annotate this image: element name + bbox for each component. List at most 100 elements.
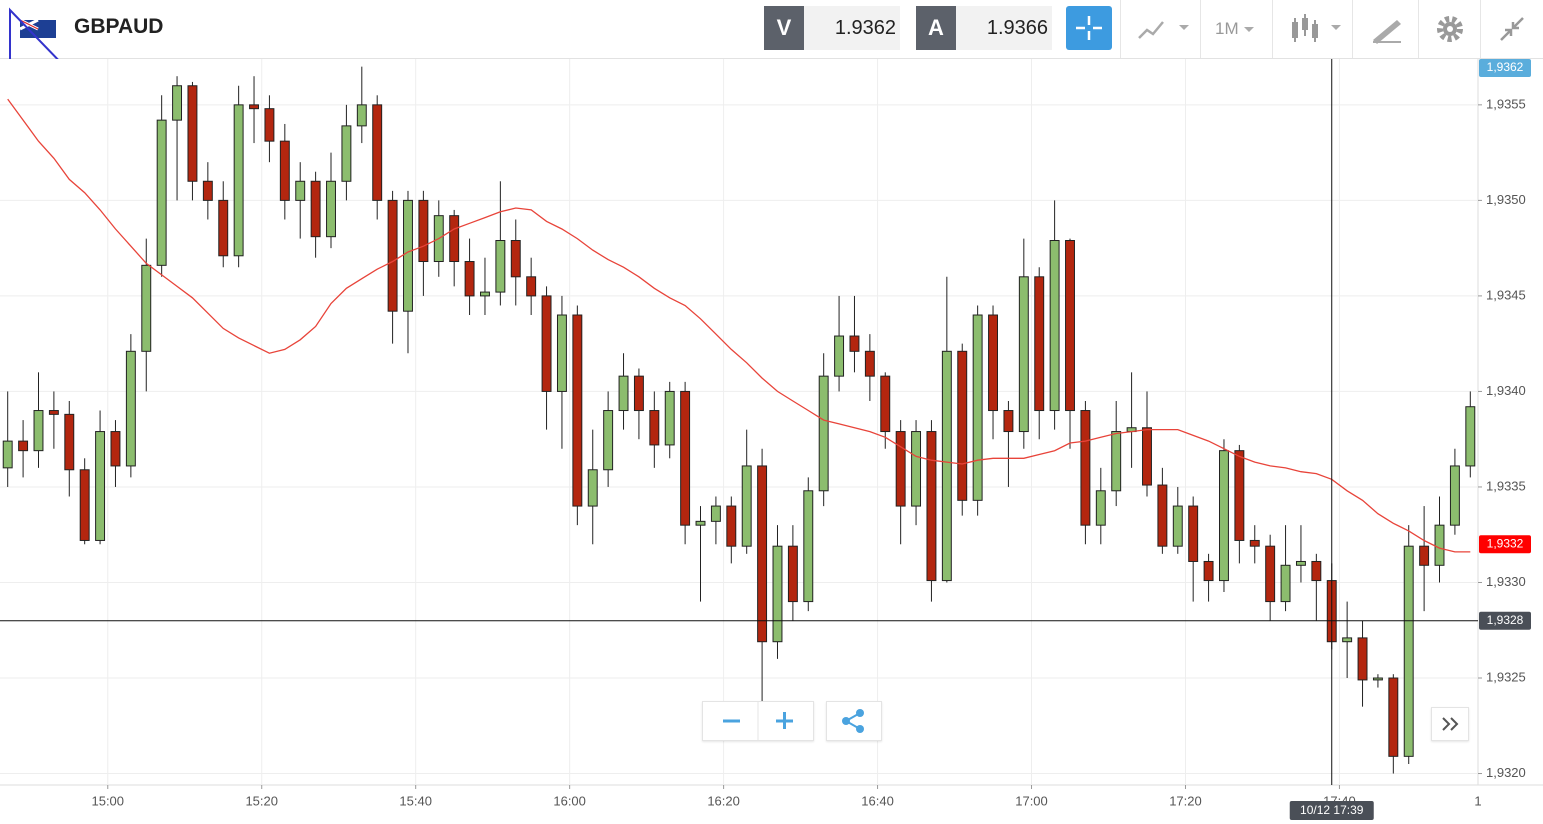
- zoom-controls: [702, 701, 814, 741]
- candle-body: [880, 375, 891, 433]
- icon: [1437, 16, 1463, 42]
- candle-body: [1003, 410, 1014, 433]
- x-tick-label: 15:00: [91, 793, 124, 808]
- draw-button[interactable]: [1352, 0, 1419, 58]
- candle-body: [125, 350, 136, 467]
- candle-body: [341, 125, 352, 182]
- candle-body: [1280, 564, 1291, 603]
- y-tick-label: 1,9330: [1486, 574, 1526, 589]
- candle-body: [172, 85, 183, 121]
- candle-body: [1465, 406, 1476, 467]
- candle-body: [1203, 560, 1214, 582]
- candle-body: [988, 314, 998, 412]
- candle-body: [233, 104, 244, 257]
- candle-body: [1342, 637, 1353, 643]
- candle-body: [95, 431, 106, 541]
- candle-body: [18, 440, 29, 452]
- icon: [1292, 14, 1341, 42]
- settings-button[interactable]: [1418, 0, 1481, 58]
- candle-body: [326, 180, 336, 238]
- price-tag: [1479, 611, 1531, 630]
- candle-body: [1295, 560, 1306, 566]
- candle-body: [664, 390, 675, 446]
- y-tick-label: 1,9320: [1486, 765, 1526, 780]
- y-tick-label: 1,9340: [1486, 383, 1526, 398]
- y-tick-label: 1,9355: [1486, 96, 1526, 111]
- candle-body: [372, 104, 383, 201]
- candle-body: [48, 410, 59, 415]
- bid-label: V: [764, 6, 804, 50]
- candle-body: [1372, 677, 1383, 681]
- candle-body: [249, 104, 259, 110]
- candle-body: [1234, 450, 1245, 541]
- candle-body: [1311, 560, 1322, 582]
- candle-body: [110, 431, 121, 467]
- x-tick-label: 15:20: [245, 793, 278, 808]
- candle-body: [279, 140, 290, 201]
- chart-type-button[interactable]: [1120, 0, 1201, 58]
- scroll-to-end-button[interactable]: [1431, 707, 1469, 741]
- candle-body: [1434, 524, 1445, 566]
- candle-body: [941, 350, 952, 582]
- candle-body: [926, 431, 937, 582]
- candle-body: [495, 240, 506, 293]
- candle-body: [649, 410, 660, 446]
- ask-price[interactable]: 1.9366: [956, 6, 1052, 50]
- candle-body: [772, 545, 783, 643]
- candle-body: [510, 240, 521, 278]
- icon: [1244, 27, 1255, 32]
- share-button[interactable]: [826, 701, 882, 741]
- candle-body: [526, 276, 537, 297]
- x-tick-label: 16:40: [861, 793, 894, 808]
- candle-body: [295, 180, 306, 201]
- candle-body: [356, 104, 367, 127]
- candle-body: [695, 520, 706, 526]
- candle-body: [1188, 505, 1199, 562]
- candle-body: [403, 199, 413, 312]
- x-tick-label: 17:20: [1169, 793, 1202, 808]
- bid-price[interactable]: 1.9362: [804, 6, 900, 50]
- y-tick-label: 1,9350: [1486, 192, 1526, 207]
- plot-area: [0, 59, 1478, 785]
- x-tick-label: 17:00: [1015, 793, 1048, 808]
- icon: [1138, 21, 1189, 39]
- x-tick-label: 15:40: [399, 793, 432, 808]
- candle-body: [387, 199, 398, 312]
- candle-body: [957, 350, 968, 501]
- candle-body: [1111, 431, 1122, 492]
- icon: [842, 709, 864, 733]
- candle-body: [1357, 637, 1368, 681]
- candle-body: [849, 335, 860, 352]
- candle-body: [587, 469, 598, 507]
- candle-body: [618, 375, 629, 412]
- collapse-button[interactable]: [1480, 0, 1543, 58]
- candle-body: [741, 465, 752, 547]
- candle-body: [603, 410, 614, 471]
- candle-body: [1388, 677, 1399, 757]
- icon[interactable]: [703, 702, 813, 740]
- candle-body: [1095, 490, 1106, 526]
- candle-body: [726, 505, 737, 547]
- candle-body: [680, 390, 691, 526]
- candle-style-button[interactable]: [1272, 0, 1353, 58]
- candle-body: [1142, 427, 1152, 486]
- candle-body: [64, 413, 75, 471]
- candle-body: [480, 291, 490, 297]
- icon: [1500, 17, 1524, 41]
- candle-body: [1018, 276, 1029, 433]
- candle-body: [1419, 545, 1430, 566]
- price-tag-label: 1,9328: [1487, 613, 1524, 627]
- price-tag: [1479, 535, 1531, 554]
- candle-body: [202, 180, 213, 201]
- crosshair-time-tag: [1289, 801, 1374, 820]
- candle-body: [33, 410, 44, 452]
- timeframe-button[interactable]: 1M: [1200, 0, 1272, 58]
- icon: [1442, 717, 1459, 731]
- crosshair-button[interactable]: [1066, 6, 1112, 50]
- candle-body: [218, 199, 229, 257]
- candle-body: [1034, 276, 1045, 412]
- candle-body: [1172, 505, 1183, 547]
- candle-body: [911, 431, 922, 507]
